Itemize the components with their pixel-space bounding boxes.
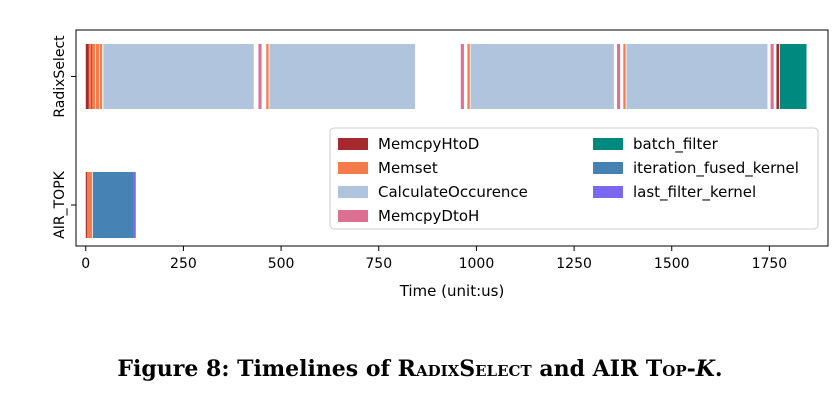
caption-radixselect: RadixSelect [397,356,532,382]
legend-box [329,127,819,230]
y-tick-label: AIR_TOPK [52,170,68,238]
plot-frame [75,29,829,247]
x-tick-label: 0 [81,256,90,272]
segment-memcpyhtod-0 [85,44,89,109]
x-tick-label: 250 [170,256,197,272]
segment-calculateoccurence-6 [103,44,254,109]
x-tick-label: 1500 [654,256,690,272]
segment-memset-1 [88,44,92,109]
segment-memset-14 [623,44,626,109]
x-tick-label: 1250 [556,256,592,272]
segment-memcpydtoh-7 [258,44,262,109]
segment-calculateoccurence-12 [470,44,614,109]
legend-label-memcpyhtod: MemcpyHtoD [378,135,479,153]
legend-label-memset: Memset [378,159,438,177]
segment-memset-20 [86,172,93,238]
caption-prefix: Figure 8: Timelines of [117,356,398,382]
y-tick-label: RadixSelect [52,35,68,118]
segment-calculateoccurence-15 [626,44,768,109]
timeline-chart: 0 250 500 750 1000 1250 1500 1750 RadixSelect AIR… [52,29,829,300]
segment-memset-4 [95,44,100,109]
legend-label-calculateoccurence: CalculateOccurence [378,183,528,201]
x-axis-title: Time (unit:us) [399,282,505,300]
segment-memcpydtoh-10 [460,44,464,109]
segment-memset-11 [467,44,470,109]
caption-topk: Top- [645,356,696,382]
segment-memcpydtoh-16 [770,44,774,109]
segment-last_filter_kernel-22 [133,172,136,238]
legend-label-memcpydtoh: MemcpyDtoH [378,207,479,225]
caption-end: . [714,356,723,382]
legend-swatch-memcpydtoh [338,210,368,222]
x-tick-label: 750 [365,256,392,272]
legend-label-last_filter_kernel: last_filter_kernel [633,183,756,202]
legend-swatch-memcpyhtod [338,138,368,150]
figure-caption: Figure 8: Timelines of RadixSelect and A… [0,356,840,382]
caption-mid: and AIR [531,356,646,382]
segment-memcpydtoh-13 [617,44,621,109]
segment-iteration_fused_kernel-21 [92,172,134,238]
legend-label-iteration_fused_kernel: iteration_fused_kernel [633,159,799,178]
legend-swatch-calculateoccurence [338,186,368,198]
segment-calculateoccurence-9 [269,44,416,109]
segment-memcpyhtod-19 [85,172,87,238]
x-tick-label: 1000 [459,256,495,272]
legend-swatch-iteration_fused_kernel [593,162,623,174]
segment-memset-3 [92,44,96,109]
x-tick-label: 1750 [752,256,788,272]
legend-swatch-last_filter_kernel [593,186,623,198]
segment-memset-5 [99,44,103,109]
segment-memset-8 [266,44,269,109]
legend-swatch-batch_filter [593,138,623,150]
segment-memcpyhtod-17 [776,44,780,109]
legend-swatch-memset [338,162,368,174]
segment-batch_filter-18 [779,44,807,109]
x-tick-label: 500 [268,256,295,272]
legend-label-batch_filter: batch_filter [633,135,719,154]
segment-memcpyhtod-2 [91,44,93,109]
caption-k: K [695,356,715,382]
